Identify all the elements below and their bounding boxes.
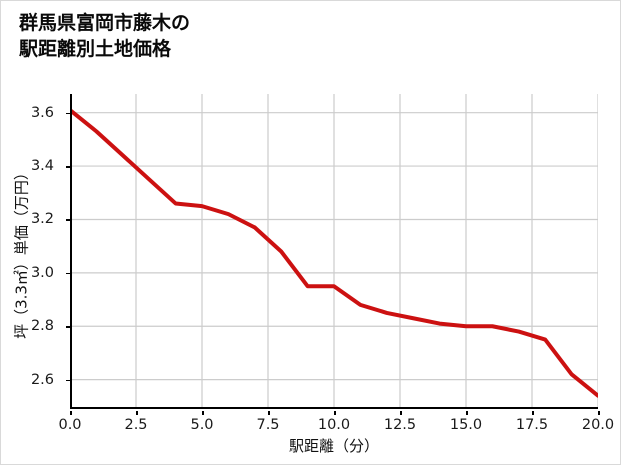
x-tick-mark [202, 411, 204, 415]
x-tick-mark [598, 411, 600, 415]
y-tick-label: 3.4 [30, 158, 54, 175]
x-tick-label: 15.0 [449, 417, 483, 433]
y-tick-label: 3.2 [30, 211, 54, 228]
y-tick-mark [66, 379, 70, 382]
y-tick-mark [66, 326, 70, 328]
plot-area [70, 94, 598, 409]
y-tick-label: 2.6 [30, 371, 54, 388]
y-tick-label: 3.0 [30, 264, 54, 281]
x-tick-label: 17.5 [515, 417, 549, 433]
y-tick-mark [66, 112, 70, 115]
y-tick-mark [66, 219, 70, 221]
y-tick-mark [66, 272, 70, 275]
chart-title: 群馬県富岡市藤木の 駅距離別土地価格 [19, 12, 191, 60]
y-axis-spine [70, 94, 72, 409]
y-tick-mark [66, 166, 70, 168]
x-tick-label: 10.0 [317, 417, 351, 433]
x-tick-mark [268, 411, 270, 415]
x-tick-label: 7.5 [256, 417, 280, 433]
x-tick-mark [70, 411, 72, 415]
y-tick-label: 2.8 [30, 318, 54, 335]
x-tick-mark [466, 411, 468, 415]
x-tick-label: 2.5 [124, 417, 148, 433]
x-tick-label: 0.0 [58, 417, 82, 433]
y-axis-label: 坪（3.3㎡）単価（万円） [12, 164, 31, 339]
x-tick-mark [532, 411, 534, 415]
x-tick-mark [334, 411, 336, 415]
y-tick-label: 3.6 [30, 104, 54, 121]
x-tick-label: 12.5 [383, 417, 417, 433]
x-tick-mark [400, 411, 402, 415]
x-tick-label: 5.0 [190, 417, 214, 433]
y-axis-label-container: 坪（3.3㎡）単価（万円） [9, 94, 33, 409]
x-axis-label: 駅距離（分） [288, 437, 379, 455]
x-axis-spine [70, 407, 598, 409]
data-line-layer [70, 108, 598, 398]
data-line [70, 108, 598, 398]
x-tick-label: 20.0 [581, 417, 615, 433]
gridlines [70, 94, 598, 409]
x-tick-mark [136, 411, 138, 415]
